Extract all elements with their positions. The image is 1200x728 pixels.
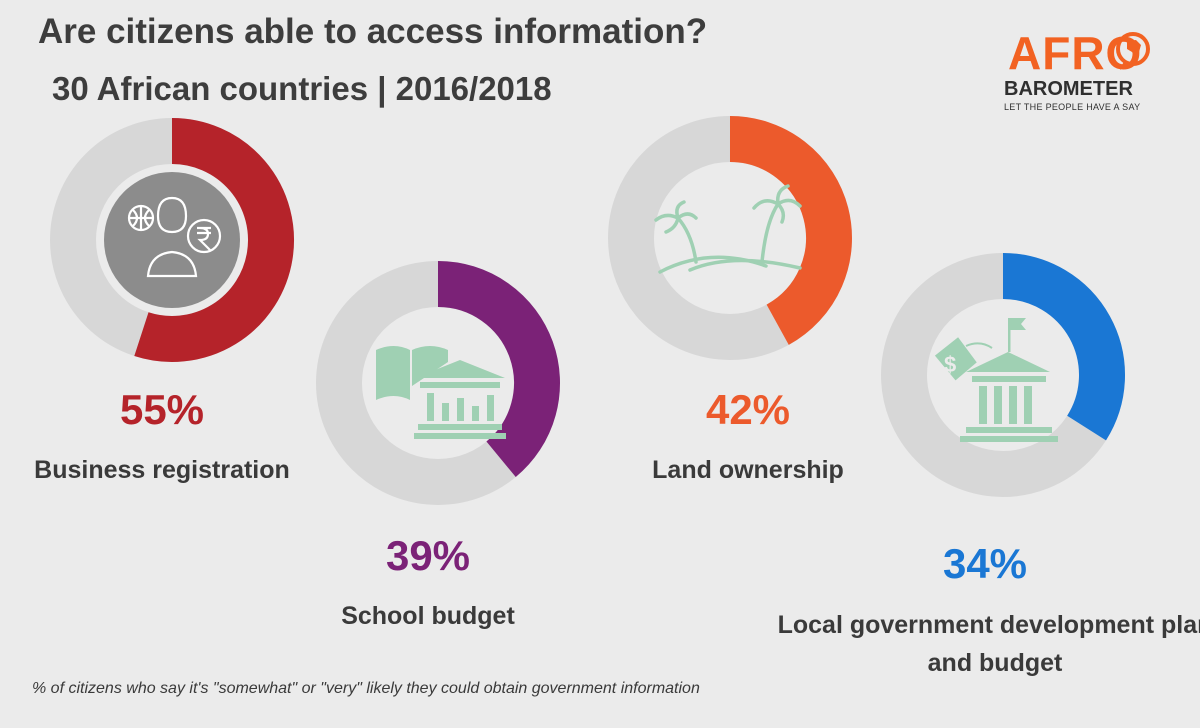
book-bank-icon: [376, 346, 506, 439]
logo-barometer-text: BAROMETER: [1004, 78, 1133, 100]
value-label-land-ownership: 42%: [705, 386, 791, 433]
svg-text:$: $: [944, 352, 956, 377]
palm-island-icon: [654, 184, 802, 274]
value-label-business-registration: 55%: [119, 386, 205, 433]
chart-subtitle: 30 African countries | 2016/2018: [52, 70, 552, 107]
donut-arc-local-government: [1002, 253, 1125, 441]
afrobarometer-logo: AFRO BAROMETER LET THE PEOPLE HAVE A SAY: [998, 26, 1150, 116]
category-label-school-budget: School budget: [341, 602, 515, 630]
donut-local-government: $: [881, 253, 1125, 497]
donut-business-registration: [50, 118, 295, 362]
category-label-business-registration: Business registration: [34, 456, 290, 484]
value-label-school-budget: 39%: [385, 532, 471, 579]
chart-footnote: % of citizens who say it's "somewhat" or…: [32, 680, 700, 697]
donut-arc-land-ownership: [729, 116, 852, 345]
value-label-local-government: 34%: [942, 540, 1028, 587]
donut-arc-school-budget: [437, 261, 560, 477]
category-label-local-government: Local government development plan and bu…: [777, 611, 1200, 677]
donut-school-budget: [316, 261, 560, 505]
dollar-tag-building-icon: $: [934, 318, 1058, 442]
donut-land-ownership: [608, 116, 852, 360]
logo-tagline: LET THE PEOPLE HAVE A SAY: [1004, 102, 1141, 112]
chart-title: Are citizens able to access information?: [38, 12, 708, 51]
citizen-rupee-icon: [127, 196, 222, 278]
africa-speech-bubble-icon: [1116, 32, 1150, 70]
donut-arc-business-registration: [134, 118, 295, 362]
category-label-land-ownership: Land ownership: [652, 456, 844, 484]
